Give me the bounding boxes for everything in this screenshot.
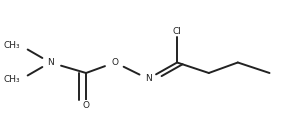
Text: O: O	[112, 58, 118, 67]
Text: O: O	[83, 101, 89, 110]
Text: CH₃: CH₃	[3, 40, 20, 50]
Text: Cl: Cl	[173, 27, 181, 36]
Text: N: N	[47, 58, 54, 67]
Text: CH₃: CH₃	[3, 76, 20, 84]
Text: N: N	[145, 74, 151, 83]
